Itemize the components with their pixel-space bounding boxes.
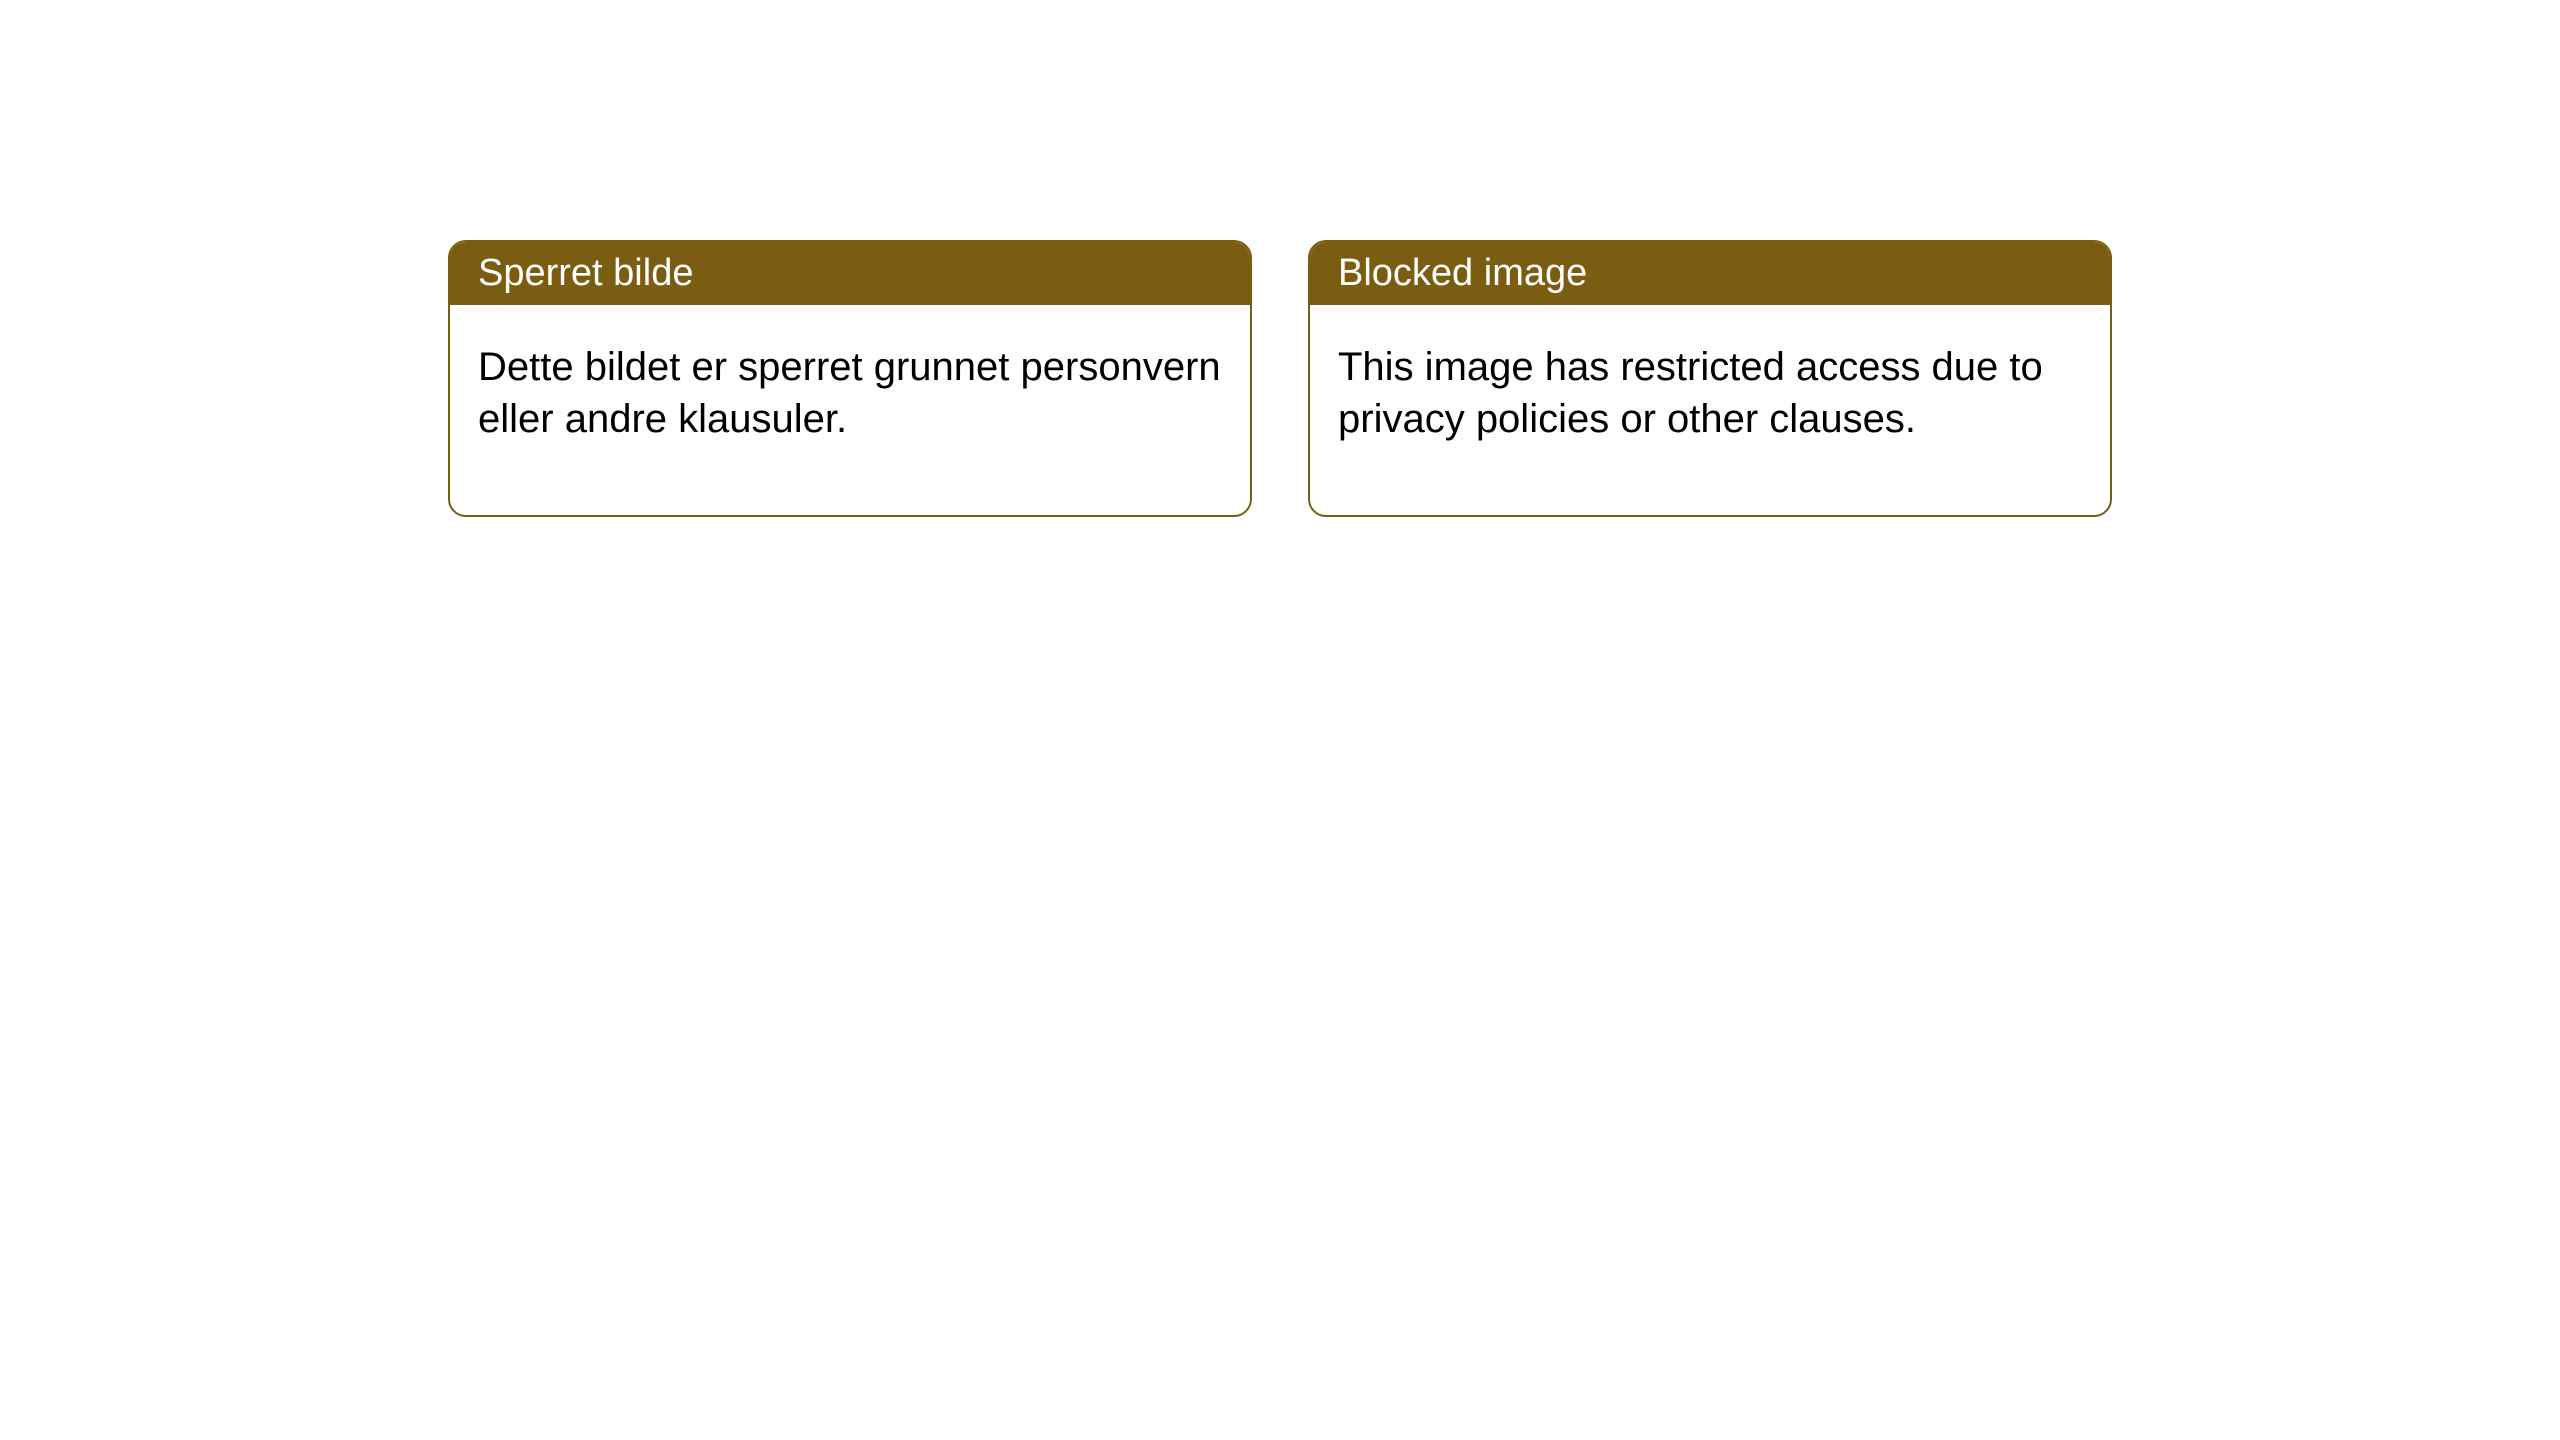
card-body-text: Dette bildet er sperret grunnet personve… bbox=[478, 345, 1221, 441]
card-body: Dette bildet er sperret grunnet personve… bbox=[450, 305, 1250, 515]
card-header: Blocked image bbox=[1310, 242, 2110, 305]
notice-card-english: Blocked image This image has restricted … bbox=[1308, 240, 2112, 517]
card-title: Sperret bilde bbox=[478, 252, 693, 294]
notice-container: Sperret bilde Dette bildet er sperret gr… bbox=[448, 240, 2112, 517]
card-header: Sperret bilde bbox=[450, 242, 1250, 305]
card-body: This image has restricted access due to … bbox=[1310, 305, 2110, 515]
notice-card-norwegian: Sperret bilde Dette bildet er sperret gr… bbox=[448, 240, 1252, 517]
card-body-text: This image has restricted access due to … bbox=[1338, 345, 2043, 441]
card-title: Blocked image bbox=[1338, 252, 1587, 294]
